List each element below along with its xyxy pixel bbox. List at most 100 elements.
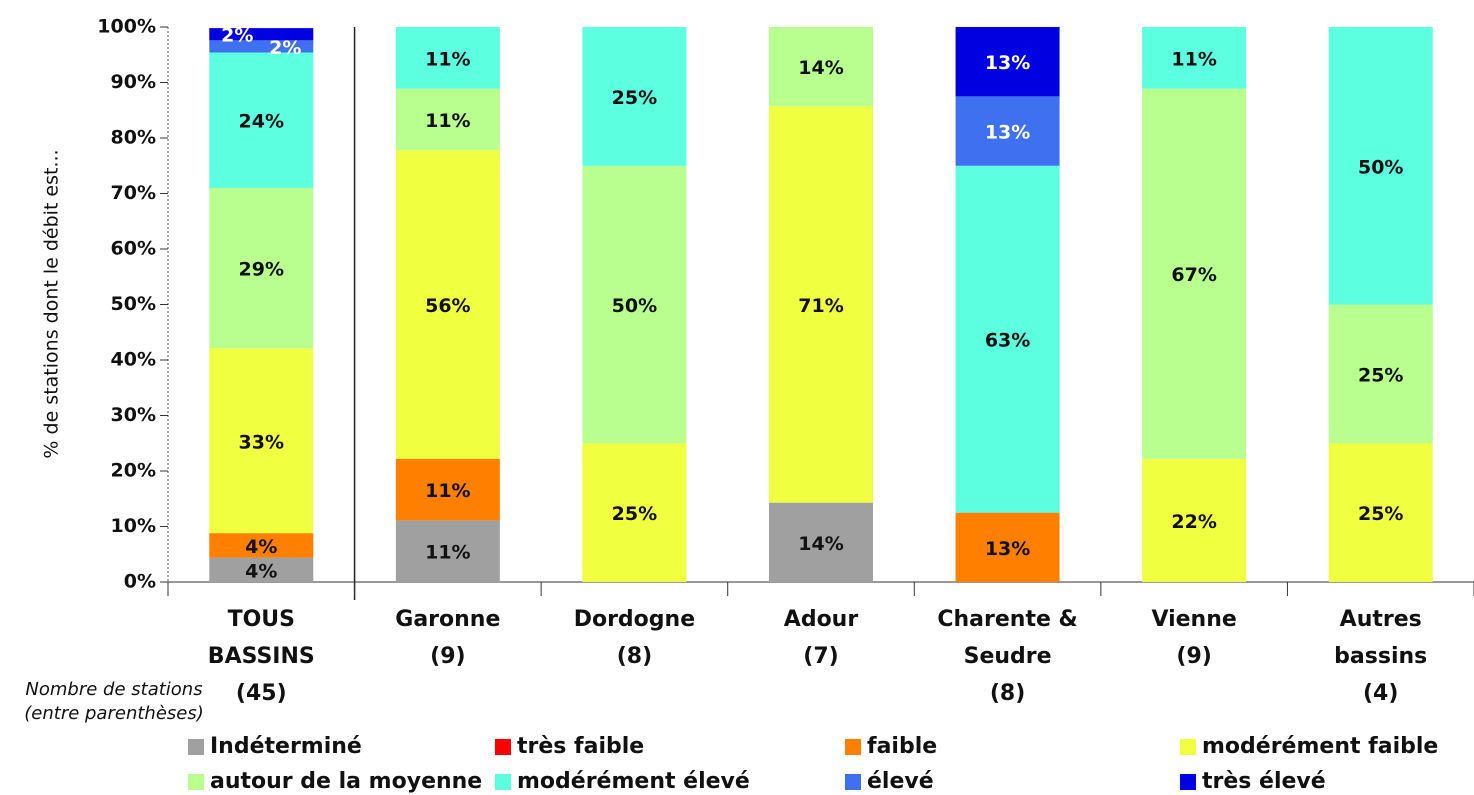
x-tick-label: Autres <box>1340 607 1422 632</box>
data-label: 14% <box>798 57 843 79</box>
data-label: 29% <box>239 259 284 281</box>
data-label: 13% <box>985 52 1030 74</box>
y-tick-label: 100% <box>97 16 156 38</box>
legend-swatch <box>1180 774 1196 790</box>
bar-segment <box>395 458 500 521</box>
y-tick-label: 90% <box>111 71 156 93</box>
bar-segment <box>1328 304 1433 444</box>
data-label: 50% <box>612 295 657 317</box>
bar-segment <box>769 106 873 503</box>
data-label: 13% <box>985 122 1030 144</box>
data-label: 11% <box>425 110 470 132</box>
y-tick-label: 40% <box>111 349 156 371</box>
y-tick-label: 60% <box>111 238 156 260</box>
data-label: 11% <box>425 48 470 70</box>
bar-segment <box>209 348 314 534</box>
data-label: 25% <box>612 503 657 525</box>
bar-segment <box>955 27 1060 97</box>
y-tick-label: 70% <box>111 182 156 204</box>
data-label: 4% <box>245 536 277 558</box>
x-tick-label: Charente & <box>937 607 1077 632</box>
x-tick-label: BASSINS <box>208 644 315 669</box>
legend-swatch <box>188 739 204 755</box>
y-tick-label: 80% <box>111 127 156 149</box>
bar-segment <box>1142 458 1247 582</box>
data-label: 2% <box>269 37 301 59</box>
x-tick-label: (7) <box>803 644 838 669</box>
data-label: 24% <box>239 111 284 133</box>
legend-label: autour de la moyenne <box>210 769 482 794</box>
bar-segment <box>395 520 500 582</box>
y-tick-label: 50% <box>111 293 156 315</box>
bar-segment <box>209 28 314 41</box>
x-tick-label: Garonne <box>395 607 500 632</box>
data-label: 13% <box>985 538 1030 560</box>
data-label: 2% <box>221 25 253 47</box>
bar-segment <box>582 27 687 166</box>
bar-segment <box>1142 27 1247 89</box>
x-tick-label: bassins <box>1334 644 1427 669</box>
data-label: 4% <box>245 560 277 582</box>
x-tick-label: (9) <box>1176 644 1211 669</box>
legend-label: modérément faible <box>1202 734 1438 759</box>
x-tick-label: (9) <box>430 644 465 669</box>
bar-segment <box>209 40 314 53</box>
data-label: 63% <box>985 330 1030 352</box>
x-tick-label: Vienne <box>1151 607 1236 632</box>
bar-segment <box>209 557 314 582</box>
data-label: 14% <box>798 533 843 555</box>
legend-label: faible <box>867 734 937 759</box>
data-label: 25% <box>1358 503 1403 525</box>
data-label: 11% <box>1171 48 1216 70</box>
bar-segment <box>769 502 873 582</box>
x-tick-label: Dordogne <box>574 607 695 632</box>
bar-segment <box>1142 88 1247 459</box>
data-label: 25% <box>1358 364 1403 386</box>
bar-segment <box>209 52 314 188</box>
bar-segment <box>769 27 873 107</box>
bar-segment <box>955 96 1060 166</box>
legend-swatch <box>188 774 204 790</box>
data-label: 50% <box>1358 156 1403 178</box>
bar-segment <box>395 88 500 151</box>
x-tick-label: TOUS <box>228 607 295 632</box>
bar-segment <box>582 165 687 444</box>
y-axis-label: % de stations dont le débit est... <box>41 149 63 458</box>
x-tick-label: (45) <box>236 681 287 706</box>
data-label: 71% <box>798 295 843 317</box>
legend-swatch <box>495 774 511 790</box>
data-label: 25% <box>612 87 657 109</box>
legend-label: élevé <box>867 769 934 794</box>
y-tick-label: 30% <box>111 404 156 426</box>
bar-segment <box>1328 27 1433 305</box>
legend-swatch <box>845 739 861 755</box>
y-tick-label: 10% <box>111 515 156 537</box>
bar-segment <box>209 533 314 558</box>
data-label: 11% <box>425 542 470 564</box>
legend-label: modérément élevé <box>517 769 750 794</box>
bar-segment <box>955 512 1060 582</box>
x-tick-label: (4) <box>1363 681 1398 706</box>
bar-segment <box>582 443 687 582</box>
annotation: (entre parenthèses) <box>24 703 204 724</box>
bar-segment <box>209 187 314 349</box>
bar-segment <box>395 27 500 89</box>
legend-swatch <box>495 739 511 755</box>
bar-segment <box>395 150 500 459</box>
legend-label: très élevé <box>1202 769 1326 794</box>
y-tick-label: 0% <box>124 571 156 593</box>
y-tick-label: 20% <box>111 460 156 482</box>
x-tick-label: (8) <box>990 681 1025 706</box>
legend-swatch <box>845 774 861 790</box>
x-tick-label: (8) <box>617 644 652 669</box>
data-label: 56% <box>425 295 470 317</box>
legend-label: très faible <box>517 734 644 759</box>
legend-swatch <box>1180 739 1196 755</box>
annotation: Nombre de stations <box>25 679 202 700</box>
data-label: 33% <box>239 431 284 453</box>
legend-label: Indéterminé <box>210 734 362 759</box>
data-label: 11% <box>425 480 470 502</box>
bar-segment <box>1328 443 1433 582</box>
data-label: 67% <box>1171 264 1216 286</box>
